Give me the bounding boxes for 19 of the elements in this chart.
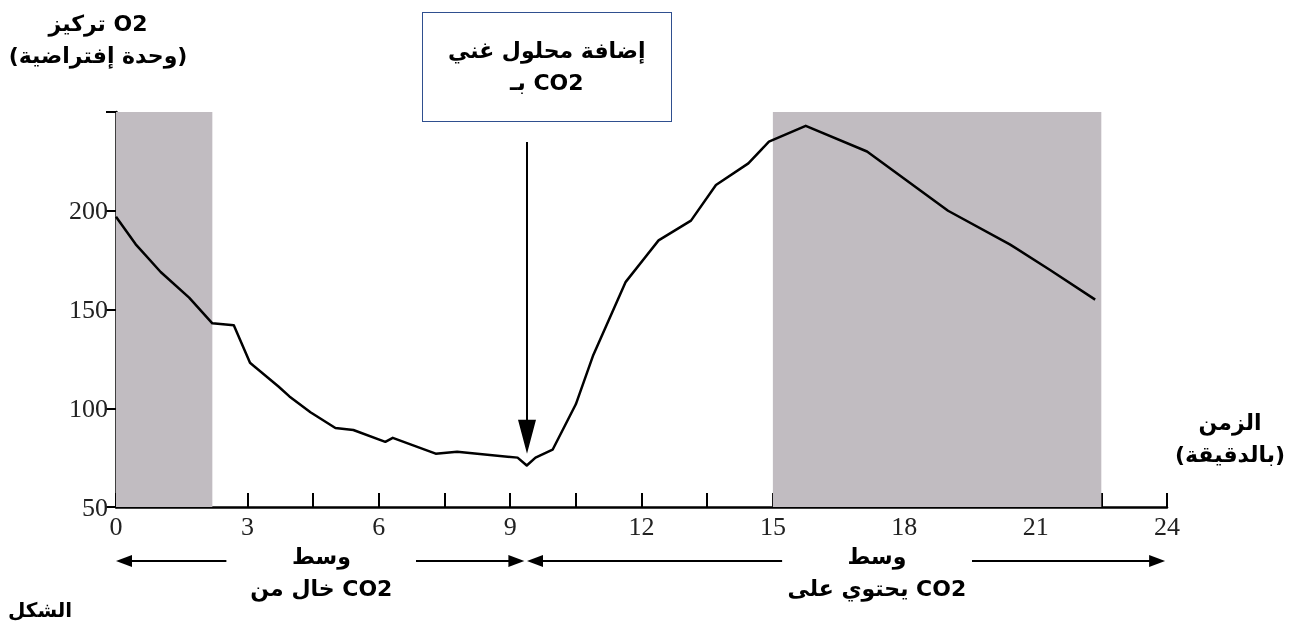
y-tick-label: 50: [82, 492, 108, 522]
y-tick-label: 200: [69, 196, 108, 226]
x-tick-label: 6: [372, 511, 386, 541]
text: وسط يحتوي على CO2: [787, 544, 967, 603]
x-tick-label: 15: [759, 511, 786, 541]
x-tick-label: 24: [1154, 511, 1180, 541]
y-axis-title: تركيز O2 (وحدة إفتراضية): [8, 11, 188, 70]
y-tick-label: 100: [69, 393, 108, 423]
x-tick-label: 0: [109, 511, 123, 541]
x-tick-label: 21: [1022, 511, 1049, 541]
x-tick-label: 12: [628, 511, 655, 541]
x-axis-title: الزمن (بالدقيقة): [1174, 410, 1286, 468]
x-tick-label: 18: [891, 511, 918, 541]
text: الشكل: [8, 597, 73, 622]
text-box: إضافة محلول غني بـ CO2: [421, 12, 672, 122]
x-tick-label: 3: [240, 511, 254, 541]
y-tick-label: 150: [69, 295, 108, 324]
text: وسط خال من CO2: [250, 544, 393, 603]
x-tick-label: 9: [503, 511, 517, 541]
